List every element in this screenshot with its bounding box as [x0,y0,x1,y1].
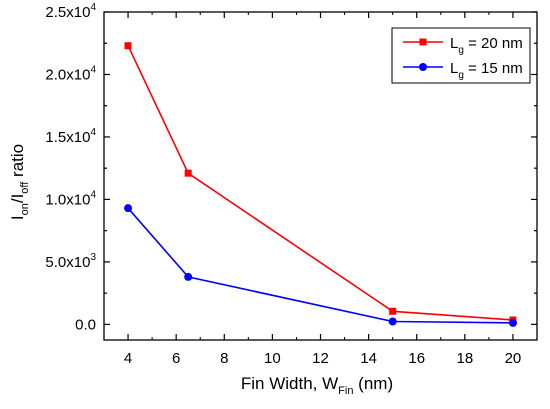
x-tick-label: 20 [505,350,522,367]
x-tick-label: 6 [172,350,180,367]
x-tick-label: 8 [220,350,228,367]
legend-marker-lg-20 [419,38,427,46]
legend-marker-lg-15 [419,63,427,71]
x-tick-label: 10 [264,350,281,367]
legend-label-lg-20: Lg = 20 nm [450,35,523,56]
series-line-lg-20 [127,45,513,321]
x-tick-label: 14 [360,350,377,367]
data-point-lg-15 [124,204,133,213]
data-point-lg-20 [184,169,192,177]
legend-box [391,27,531,84]
y-axis-title: Ion/Ioff ratio [8,144,31,220]
x-axis-title: Fin Width, WFin (nm) [241,374,393,397]
x-tick-label: 4 [124,350,132,367]
series-lg-20 [124,42,517,324]
y-tick-label: 0.0 [75,316,96,333]
data-point-lg-15 [508,318,517,327]
y-tick-label: 1.5x104 [45,127,96,146]
y-tick-label: 1.0x104 [45,189,96,208]
data-point-lg-20 [124,42,132,50]
series-line-lg-15 [127,207,513,324]
x-tick-label: 16 [408,350,425,367]
legend: Lg = 20 nm Lg = 15 nm [391,27,531,84]
series-lg-15 [124,204,517,327]
y-tick-label: 5.0x103 [45,252,96,271]
x-tick-label: 18 [456,350,473,367]
x-tick-label: 12 [312,350,329,367]
y-tick-label: 2.0x104 [45,64,96,83]
x-axis: 4 6 8 10 12 14 16 18 20 [124,12,521,367]
y-tick-label: 2.5x104 [45,2,96,21]
y-axis: 0.0 5.0x103 1.0x104 1.5x104 2.0x104 2.5x104 [45,2,537,333]
legend-label-lg-15: Lg = 15 nm [450,60,523,81]
data-point-lg-15 [184,272,193,281]
data-point-lg-15 [388,317,397,326]
data-point-lg-20 [389,307,397,315]
